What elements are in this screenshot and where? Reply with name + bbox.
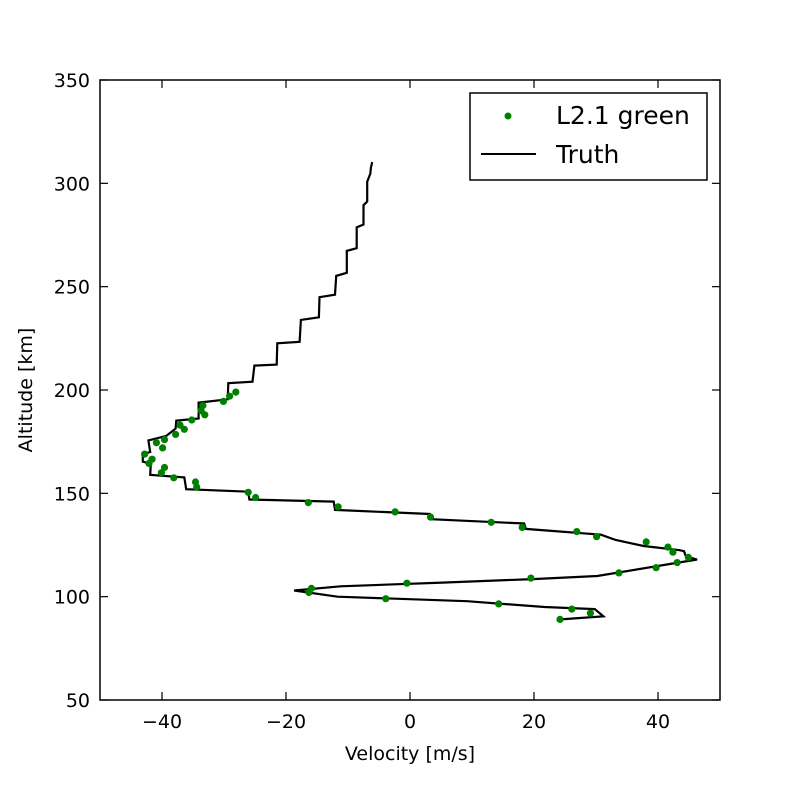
l2-1-green-point <box>403 579 411 587</box>
x-tick-label: 20 <box>522 711 546 733</box>
x-axis: −40 −20 0 20 40 <box>142 80 670 733</box>
l2-1-green-point <box>391 508 399 516</box>
legend-label-truth: Truth <box>555 140 619 169</box>
plot-area <box>141 161 698 621</box>
l2-1-green-point <box>226 392 234 400</box>
l2-1-green-point <box>573 528 581 536</box>
y-axis: 50 100 150 200 250 300 350 <box>54 70 720 712</box>
l2-1-green-point <box>652 564 660 572</box>
l2-1-green-point <box>188 416 196 424</box>
l2-1-green-point <box>527 574 535 582</box>
l2-1-green-point <box>556 615 564 624</box>
l2-1-green-point <box>518 523 526 532</box>
legend-marker-l2-1-green <box>504 112 512 120</box>
l2-1-green-point <box>382 595 390 603</box>
l2-1-green-point <box>307 584 315 593</box>
l2-1-green-point <box>304 499 312 507</box>
y-tick-label: 50 <box>66 690 90 712</box>
l2-1-green-point <box>568 605 576 613</box>
y-tick-label: 250 <box>54 277 90 299</box>
x-tick-label: 40 <box>646 711 670 733</box>
l2-1-green-point <box>244 488 252 496</box>
l2-1-green-point <box>426 513 435 521</box>
x-tick-label: 0 <box>404 711 416 733</box>
l2-1-green-point <box>157 469 165 477</box>
l2-1-green-point <box>593 533 601 541</box>
l2-1-green-point <box>159 444 167 452</box>
l2-1-green-point <box>176 421 184 429</box>
y-tick-label: 150 <box>54 483 90 505</box>
y-axis-label: Altitude [km] <box>15 328 37 453</box>
legend: L2.1 green Truth <box>469 92 708 181</box>
l2-1-green-point <box>673 559 681 567</box>
x-tick-label: −40 <box>142 711 182 733</box>
truth-line <box>141 161 698 621</box>
l2-1-green-point <box>664 543 672 551</box>
l2-1-green-point <box>160 436 169 444</box>
l2-1-green-point <box>172 430 180 438</box>
l2-1-green-point <box>160 463 169 472</box>
l2-1-green-point <box>586 609 595 617</box>
x-tick-label: −20 <box>266 711 306 733</box>
l2-1-green-point <box>191 478 200 486</box>
l2-1-green-point <box>487 518 495 526</box>
l2-1-green-point <box>334 503 342 511</box>
l2-1-green-point <box>615 569 623 577</box>
l2-1-green-point <box>170 474 178 482</box>
l2-1-green-point <box>252 493 260 502</box>
l2-1-green-point <box>199 401 207 410</box>
legend-label-l2-1-green: L2.1 green <box>556 101 690 130</box>
l2-1-green-point <box>642 538 650 546</box>
l2-1-green-point <box>495 600 503 608</box>
l2-1-green-point <box>152 439 160 447</box>
y-tick-label: 100 <box>54 587 90 609</box>
l2-1-green-point <box>148 455 156 463</box>
l2-1-green-point <box>232 388 240 396</box>
y-tick-label: 300 <box>54 173 90 195</box>
legend-box <box>469 92 708 181</box>
l2-1-green-point <box>141 450 149 458</box>
l2-1-green-point <box>669 548 677 556</box>
y-tick-label: 350 <box>54 70 90 92</box>
x-axis-label: Velocity [m/s] <box>345 743 475 765</box>
l2-1-green-point <box>684 553 693 562</box>
scatter-series <box>141 388 693 624</box>
l2-1-green-point <box>219 397 227 405</box>
y-tick-label: 200 <box>54 380 90 402</box>
